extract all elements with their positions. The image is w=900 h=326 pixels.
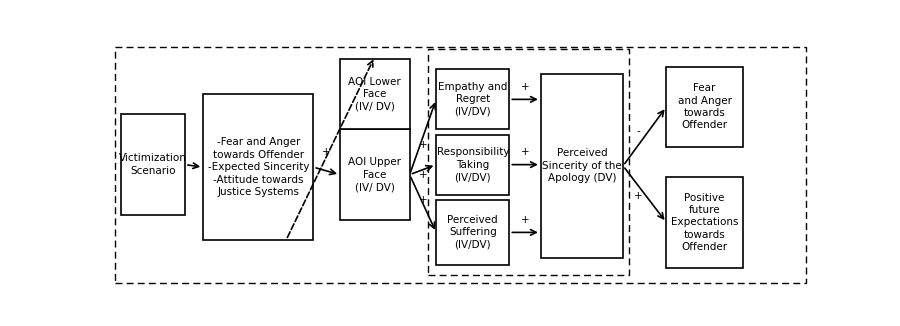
Text: +: +	[521, 82, 529, 92]
Text: -: -	[636, 126, 640, 136]
Text: Perceived
Sincerity of the
Apology (DV): Perceived Sincerity of the Apology (DV)	[542, 148, 622, 183]
Text: Responsibility
Taking
(IV/DV): Responsibility Taking (IV/DV)	[436, 147, 509, 182]
FancyBboxPatch shape	[340, 129, 410, 220]
Text: -Fear and Anger
towards Offender
-Expected Sincerity
-Attitude towards
Justice S: -Fear and Anger towards Offender -Expect…	[208, 137, 309, 197]
FancyBboxPatch shape	[340, 59, 410, 129]
Text: +: +	[634, 191, 643, 201]
Text: Empathy and
Regret
(IV/DV): Empathy and Regret (IV/DV)	[438, 82, 508, 117]
Text: AOI Lower
Face
(IV/ DV): AOI Lower Face (IV/ DV)	[348, 77, 401, 112]
FancyBboxPatch shape	[436, 69, 509, 129]
Text: +: +	[322, 147, 331, 157]
Text: Victimization
Scenario: Victimization Scenario	[119, 154, 187, 176]
FancyBboxPatch shape	[666, 67, 743, 147]
FancyBboxPatch shape	[541, 74, 623, 258]
FancyBboxPatch shape	[203, 94, 313, 240]
Text: +: +	[419, 195, 428, 205]
FancyBboxPatch shape	[121, 114, 185, 215]
FancyBboxPatch shape	[436, 135, 509, 195]
Text: Perceived
Suffering
(IV/DV): Perceived Suffering (IV/DV)	[447, 215, 498, 250]
Text: +: +	[521, 147, 529, 157]
Text: Fear
and Anger
towards
Offender: Fear and Anger towards Offender	[678, 83, 732, 130]
Text: +: +	[419, 170, 428, 180]
Text: AOI Upper
Face
(IV/ DV): AOI Upper Face (IV/ DV)	[348, 157, 401, 192]
Text: +: +	[521, 215, 529, 225]
FancyBboxPatch shape	[666, 177, 743, 268]
FancyBboxPatch shape	[436, 200, 509, 265]
Text: +: +	[419, 140, 428, 150]
Text: Positive
future
Expectations
towards
Offender: Positive future Expectations towards Off…	[670, 193, 738, 252]
